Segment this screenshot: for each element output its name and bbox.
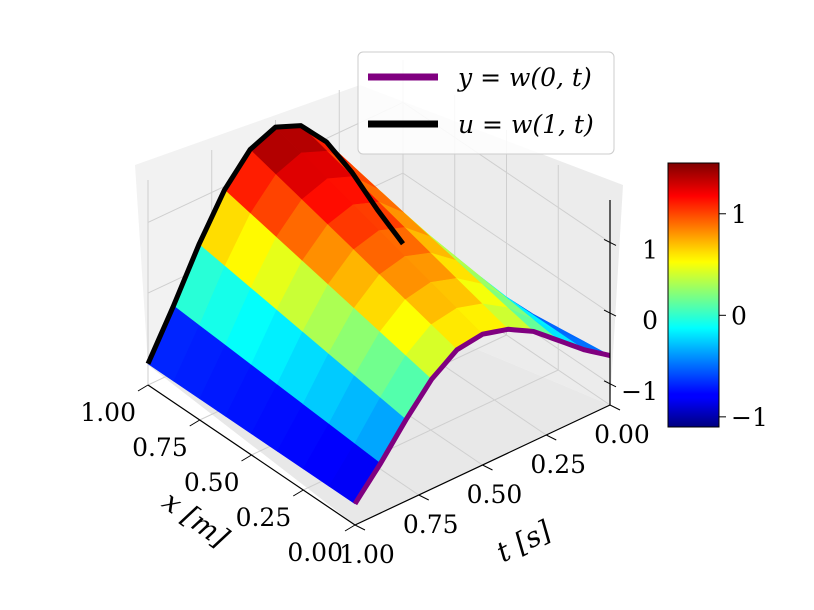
colorbar-gradient bbox=[667, 162, 720, 428]
wall-grid-line bbox=[402, 172, 611, 314]
boundary-curve-y bbox=[352, 326, 611, 506]
z-tick-label: 1 bbox=[642, 235, 658, 264]
x-axis-ticks: 0.00 0.25 0.50 0.75 1.00 bbox=[80, 384, 356, 567]
x-tick bbox=[292, 489, 304, 497]
colorbar: −1 0 1 bbox=[667, 162, 768, 432]
z-tick-label: −1 bbox=[621, 377, 658, 406]
x-tick bbox=[241, 454, 252, 462]
z-tick bbox=[603, 238, 617, 246]
x-tick-label: 0.50 bbox=[184, 468, 240, 497]
z-tick bbox=[603, 309, 617, 317]
legend: y = w(0, t) u = w(1, t) bbox=[357, 51, 615, 155]
colorbar-ticks: −1 0 1 bbox=[719, 200, 768, 432]
t-tick bbox=[546, 434, 557, 441]
t-tick bbox=[354, 524, 366, 531]
boundary-curves bbox=[145, 123, 611, 506]
t-tick bbox=[418, 494, 429, 501]
t-tick-label: 1.00 bbox=[339, 540, 395, 569]
x-tick-label: 1.00 bbox=[80, 398, 136, 427]
x-tick bbox=[137, 384, 149, 392]
t-tick-label: 0.50 bbox=[467, 480, 523, 509]
t-tick-label: 0.00 bbox=[594, 420, 650, 449]
t-tick bbox=[609, 404, 621, 411]
z-axis-ticks: −1 0 1 bbox=[603, 200, 658, 406]
legend-label-y: y = w(0, t) bbox=[457, 63, 592, 92]
z-tick-label: 0 bbox=[642, 306, 658, 335]
t-axis-label: t [s] bbox=[491, 514, 556, 569]
x-tick-label: 0.25 bbox=[236, 503, 292, 532]
t-axis-ticks: 0.00 0.250.50 0.75 1.00 bbox=[339, 404, 650, 569]
x-tick bbox=[344, 524, 356, 532]
surface-plot bbox=[147, 125, 611, 505]
colorbar-tick-label: 1 bbox=[731, 200, 747, 229]
x-tick-label: 0.75 bbox=[132, 433, 188, 462]
t-tick-label: 0.25 bbox=[530, 450, 586, 479]
x-tick-label: 0.00 bbox=[287, 538, 343, 567]
legend-label-u: u = w(1, t) bbox=[458, 110, 594, 139]
colorbar-tick-label: 0 bbox=[731, 301, 747, 330]
t-tick-label: 0.75 bbox=[403, 510, 459, 539]
z-tick bbox=[603, 380, 617, 388]
colorbar-tick-label: −1 bbox=[731, 403, 768, 432]
x-tick bbox=[189, 419, 201, 427]
boundary-curve-u bbox=[145, 123, 405, 365]
t-tick bbox=[482, 464, 493, 471]
